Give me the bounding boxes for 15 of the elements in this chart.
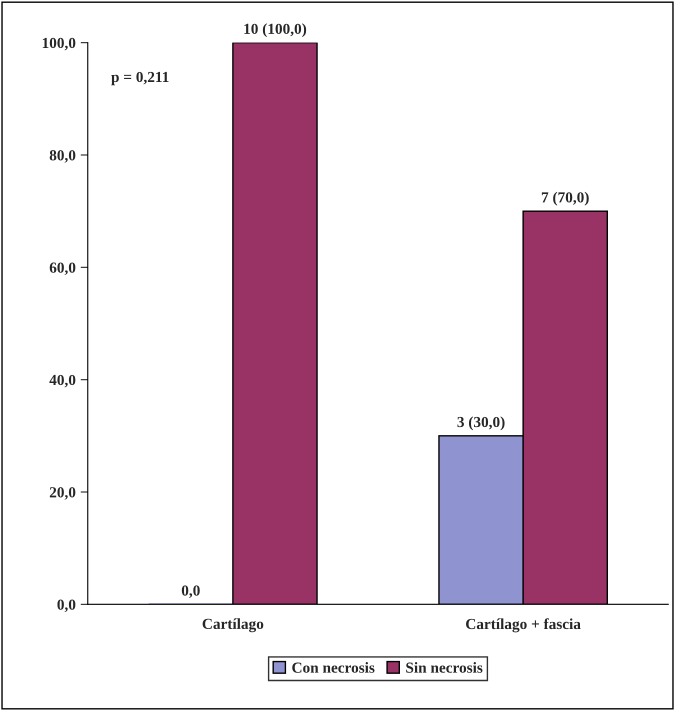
y-tick-label: 20,0 [50,487,76,500]
annotation: p = 0,211 [111,72,169,86]
data-label: 7 (70,0) [542,192,589,206]
legend-label: Con necrosis [292,662,374,673]
y-tick-label: 40,0 [49,374,76,388]
data-label: 10 (100,0) [244,23,306,38]
y-tick-label: 60,0 [50,262,76,275]
x-tick-label: Cartílago [202,618,264,632]
x-tick-label: Cartílago + fascia [466,618,581,632]
data-label: 3 (30,0) [457,416,505,430]
y-tick-label: 80,0 [50,150,76,163]
data-label: 0,0 [182,585,200,598]
legend-label: Sin necrosis [406,662,482,673]
y-tick-label: 100,0 [42,38,76,50]
y-tick-label: 0,0 [57,599,76,612]
